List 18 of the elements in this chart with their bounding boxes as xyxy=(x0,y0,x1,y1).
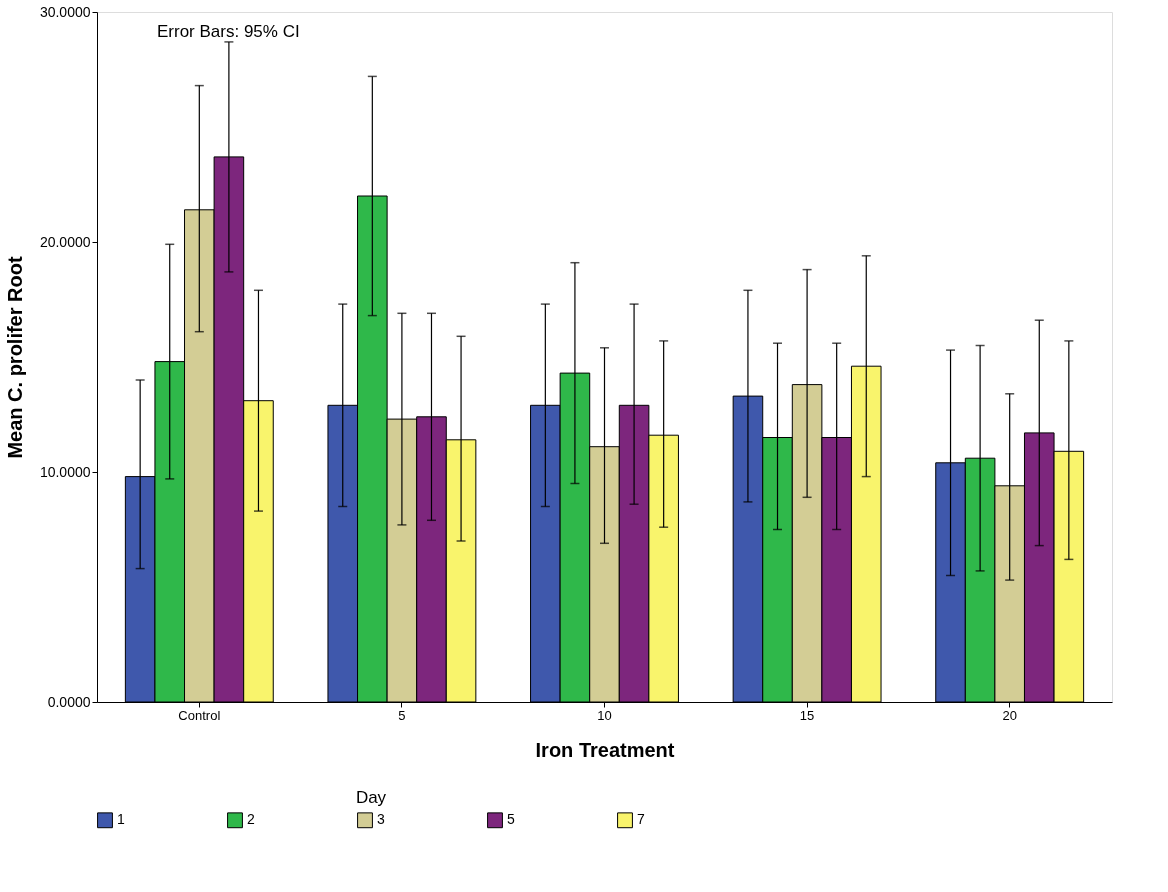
legend-label: 1 xyxy=(117,811,125,828)
y-tick-label: 30.0000 xyxy=(39,3,91,20)
x-tick-label: Control xyxy=(178,707,221,723)
legend-label: 5 xyxy=(507,811,515,828)
x-tick-label: 20 xyxy=(1002,707,1017,723)
x-axis-title: Iron Treatment xyxy=(535,738,675,761)
x-tick-label: 15 xyxy=(799,707,815,723)
x-tick-label: 10 xyxy=(597,707,612,723)
legend-label: 2 xyxy=(247,811,255,828)
annotation: Error Bars: 95% CI xyxy=(157,22,300,41)
y-tick-label: 10.0000 xyxy=(39,463,91,480)
x-tick-label: 5 xyxy=(398,707,406,723)
legend-label: 7 xyxy=(637,811,645,828)
legend-label: 3 xyxy=(377,811,385,828)
y-tick-label: 0.0000 xyxy=(47,693,91,710)
y-axis-title: Mean C. prolifer Root xyxy=(3,256,26,459)
y-tick-label: 20.0000 xyxy=(39,233,91,250)
legend-title: Day xyxy=(355,788,387,807)
